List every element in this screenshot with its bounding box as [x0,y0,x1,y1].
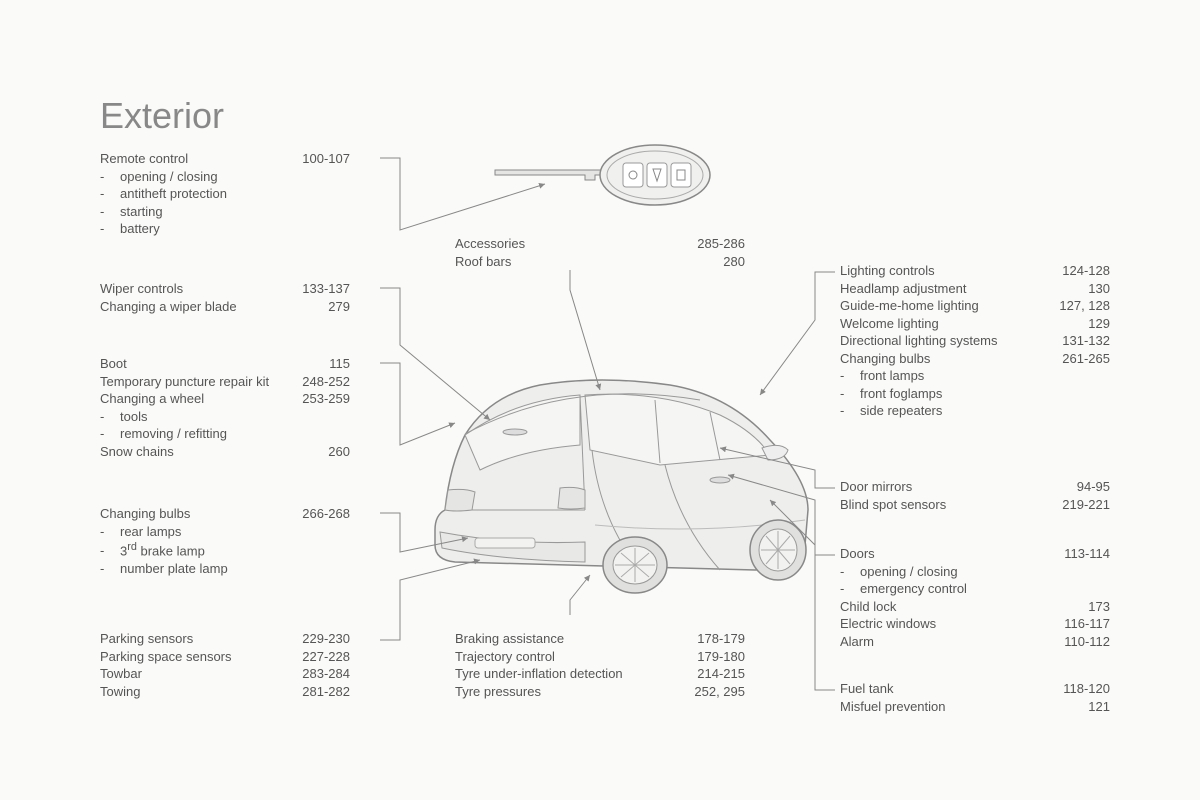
sub: starting [100,203,350,221]
label: Tyre pressures [455,683,541,701]
label: Lighting controls [840,262,935,280]
pages: 253-259 [302,390,350,408]
label: Alarm [840,633,874,651]
sub: antitheft protection [100,185,350,203]
pages: 110-112 [1064,633,1110,651]
section-bulbs-rear: Changing bulbs 266-268 rear lamps 3rd bra… [100,505,350,578]
pages: 248-252 [302,373,350,391]
label: Changing bulbs [100,505,190,523]
label: Electric windows [840,615,936,633]
label: Changing a wiper blade [100,298,237,316]
pages: 100-107 [302,150,350,168]
label: Boot [100,355,127,373]
pages: 130 [1088,280,1110,298]
label: Changing bulbs [840,350,930,368]
label: Headlamp adjustment [840,280,966,298]
pages: 124-128 [1062,262,1110,280]
section-parking: Parking sensors 229-230 Parking space sen… [100,630,350,700]
label: Blind spot sensors [840,496,946,514]
pages: 219-221 [1062,496,1110,514]
pages: 115 [329,355,350,373]
label: Remote control [100,150,188,168]
label: Child lock [840,598,896,616]
pages: 285-286 [697,235,745,253]
pages: 279 [328,298,350,316]
label: Roof bars [455,253,511,271]
pages: 266-268 [302,505,350,523]
label: Parking space sensors [100,648,232,666]
sub: removing / refitting [100,425,350,443]
pages: 281-282 [302,683,350,701]
label: Parking sensors [100,630,193,648]
sub: rear lamps [100,523,350,541]
section-fuel: Fuel tank 118-120 Misfuel prevention 121 [840,680,1110,715]
sub: 3rd brake lamp [100,540,350,560]
label: Trajectory control [455,648,555,666]
pages: 113-114 [1064,545,1110,563]
sub: side repeaters [840,402,1110,420]
page-title: Exterior [100,95,224,137]
sub: emergency control [840,580,1110,598]
section-mirrors: Door mirrors 94-95 Blind spot sensors 219-… [840,478,1110,513]
label: Temporary puncture repair kit [100,373,269,391]
label: Door mirrors [840,478,912,496]
sub: tools [100,408,350,426]
label: Misfuel prevention [840,698,946,716]
pages: 118-120 [1063,680,1110,698]
pages: 260 [328,443,350,461]
sub: opening / closing [100,168,350,186]
pages: 116-117 [1064,615,1110,633]
label: Fuel tank [840,680,893,698]
pages: 252, 295 [694,683,745,701]
section-remote: Remote control100-107 opening / closing … [100,150,350,238]
section-accessories: Accessories 285-286 Roof bars 280 [455,235,745,270]
section-doors: Doors 113-114 opening / closing emergency… [840,545,1110,650]
section-boot: Boot 115 Temporary puncture repair kit 248… [100,355,350,460]
section-braking: Braking assistance 178-179 Trajectory con… [455,630,745,700]
label: Changing a wheel [100,390,204,408]
label: Towbar [100,665,142,683]
label: Accessories [455,235,525,253]
sub: front lamps [840,367,1110,385]
section-lighting: Lighting controls 124-128 Headlamp adjust… [840,262,1110,420]
label: Braking assistance [455,630,564,648]
label: Doors [840,545,875,563]
label: Guide-me-home lighting [840,297,979,315]
pages: 178-179 [697,630,745,648]
pages: 94-95 [1077,478,1110,496]
pages: 227-228 [302,648,350,666]
pages: 280 [723,253,745,271]
pages: 179-180 [697,648,745,666]
sub: battery [100,220,350,238]
sub: number plate lamp [100,560,350,578]
pages: 133-137 [302,280,350,298]
pages: 121 [1088,698,1110,716]
label: Snow chains [100,443,174,461]
pages: 229-230 [302,630,350,648]
pages: 283-284 [302,665,350,683]
pages: 261-265 [1062,350,1110,368]
pages: 129 [1088,315,1110,333]
pages: 127, 128 [1059,297,1110,315]
label: Welcome lighting [840,315,939,333]
label: Wiper controls [100,280,183,298]
section-wiper: Wiper controls 133-137 Changing a wiper b… [100,280,350,315]
label: Tyre under-inflation detection [455,665,623,683]
pages: 173 [1088,598,1110,616]
pages: 214-215 [697,665,745,683]
label: Directional lighting systems [840,332,998,350]
car-icon [435,380,808,593]
label: Towing [100,683,140,701]
sub: opening / closing [840,563,1110,581]
pages: 131-132 [1062,332,1110,350]
key-fob-icon [495,145,710,205]
sub: front foglamps [840,385,1110,403]
